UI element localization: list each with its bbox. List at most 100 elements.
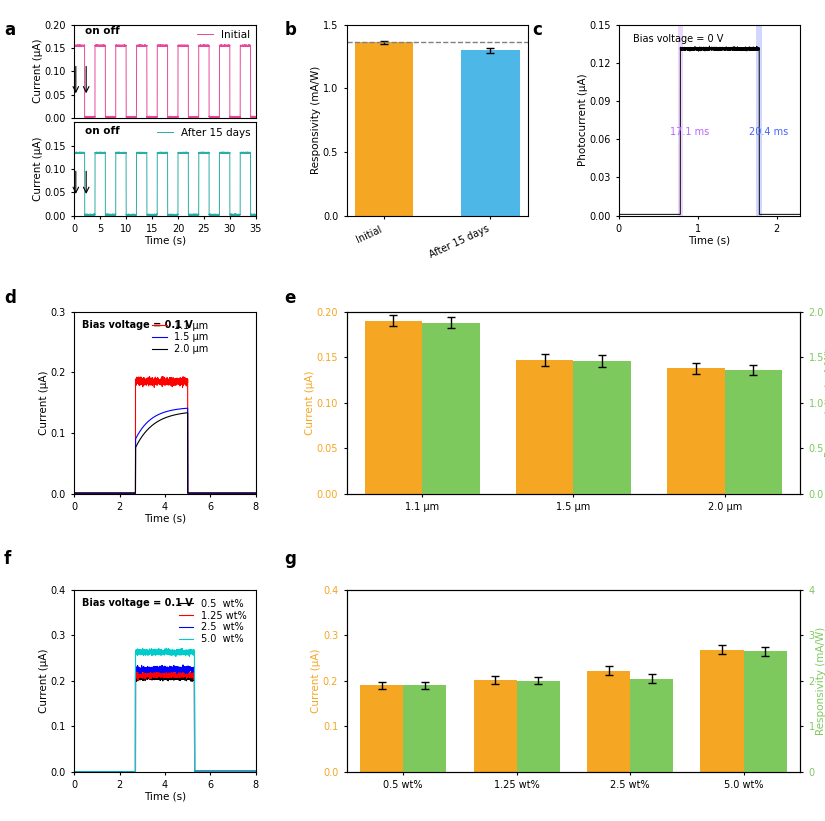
Bar <box>587 671 630 772</box>
5.0  wt% <box>201 766 211 776</box>
Line: 1.5 μm: 1.5 μm <box>74 408 256 493</box>
5.0  wt% <box>69 767 79 777</box>
1.5 μm <box>236 488 246 498</box>
Text: c: c <box>532 21 542 39</box>
Bar <box>361 686 403 772</box>
1.25 wt% <box>155 671 165 681</box>
Bar <box>677 25 683 216</box>
Bar <box>365 321 422 493</box>
Bar <box>422 323 479 493</box>
Text: 17.1 ms: 17.1 ms <box>670 127 709 137</box>
1.1 μm <box>147 378 157 388</box>
2.5  wt% <box>251 766 261 776</box>
Text: on off: on off <box>85 26 120 36</box>
2.0 μm <box>201 488 211 498</box>
Line: 2.5  wt%: 2.5 wt% <box>74 665 256 772</box>
1.25 wt% <box>201 766 211 776</box>
Text: f: f <box>4 550 12 568</box>
5.0  wt% <box>245 766 255 776</box>
Line: 0.5  wt%: 0.5 wt% <box>74 673 256 772</box>
Bar <box>667 368 724 493</box>
Text: e: e <box>285 289 296 307</box>
Line: 5.0  wt%: 5.0 wt% <box>74 648 256 772</box>
Text: b: b <box>285 21 296 39</box>
2.0 μm <box>155 415 165 425</box>
Y-axis label: Current (μA): Current (μA) <box>33 39 43 103</box>
1.1 μm <box>156 376 166 386</box>
1.25 wt% <box>245 766 255 776</box>
1.25 wt% <box>145 669 155 679</box>
0.5  wt% <box>165 668 175 678</box>
X-axis label: Time (s): Time (s) <box>144 791 186 801</box>
1.5 μm <box>182 403 192 413</box>
Text: d: d <box>4 289 16 307</box>
1.1 μm <box>245 488 255 498</box>
Text: Bias voltage = 0 V: Bias voltage = 0 V <box>634 34 724 44</box>
1.5 μm <box>147 414 157 424</box>
Text: a: a <box>4 21 15 39</box>
1.5 μm <box>69 488 79 498</box>
2.0 μm <box>245 488 255 498</box>
1.1 μm <box>236 488 246 498</box>
2.0 μm <box>182 408 192 418</box>
2.5  wt% <box>145 666 155 676</box>
Bar <box>743 651 786 772</box>
Bar <box>573 361 631 493</box>
0.5  wt% <box>251 766 261 776</box>
0.5  wt% <box>155 673 165 683</box>
5.0  wt% <box>145 647 155 657</box>
Y-axis label: Current (μA): Current (μA) <box>39 370 50 435</box>
Bar <box>474 680 516 772</box>
Line: 1.1 μm: 1.1 μm <box>74 377 256 493</box>
1.25 wt% <box>166 664 176 674</box>
Y-axis label: Photocurrent (μA): Photocurrent (μA) <box>578 74 587 167</box>
Text: g: g <box>285 550 296 568</box>
2.5  wt% <box>155 666 165 676</box>
0.5  wt% <box>69 767 79 777</box>
2.5  wt% <box>147 665 157 675</box>
1.25 wt% <box>251 766 261 776</box>
2.5  wt% <box>236 766 246 776</box>
1.5 μm <box>201 488 211 498</box>
5.0  wt% <box>162 643 172 653</box>
1.5 μm <box>245 488 255 498</box>
0.5  wt% <box>245 766 255 776</box>
2.5  wt% <box>69 767 79 777</box>
2.0 μm <box>145 422 155 432</box>
0.5  wt% <box>147 672 157 681</box>
Bar <box>403 686 446 772</box>
Line: 2.0 μm: 2.0 μm <box>74 413 256 493</box>
5.0  wt% <box>147 649 157 659</box>
Y-axis label: Current (μA): Current (μA) <box>311 649 322 713</box>
Y-axis label: Current (μA): Current (μA) <box>39 649 50 713</box>
1.1 μm <box>251 488 261 498</box>
Bar <box>516 681 560 772</box>
1.25 wt% <box>236 766 246 776</box>
1.5 μm <box>145 415 155 424</box>
X-axis label: Time (s): Time (s) <box>144 236 186 245</box>
1.1 μm <box>201 488 211 498</box>
Bar <box>516 360 573 493</box>
Text: Bias voltage = 0.1 V: Bias voltage = 0.1 V <box>82 320 192 330</box>
0.5  wt% <box>201 766 211 776</box>
Legend: Initial: Initial <box>197 30 251 40</box>
X-axis label: Time (s): Time (s) <box>144 513 186 524</box>
1.1 μm <box>145 378 155 388</box>
1.25 wt% <box>147 668 157 678</box>
5.0  wt% <box>236 766 246 776</box>
Bar <box>757 25 762 216</box>
Bar <box>724 370 782 493</box>
1.5 μm <box>251 488 261 498</box>
5.0  wt% <box>251 766 261 776</box>
2.0 μm <box>147 420 157 430</box>
2.5  wt% <box>245 766 255 776</box>
5.0  wt% <box>155 648 165 658</box>
Y-axis label: Current (μA): Current (μA) <box>33 137 43 201</box>
Legend: 0.5  wt%, 1.25 wt%, 2.5  wt%, 5.0  wt%: 0.5 wt%, 1.25 wt%, 2.5 wt%, 5.0 wt% <box>175 594 251 649</box>
0.5  wt% <box>236 766 246 776</box>
2.5  wt% <box>178 660 188 670</box>
1.1 μm <box>69 488 79 498</box>
Text: Bias voltage = 0.1 V: Bias voltage = 0.1 V <box>82 599 192 608</box>
Bar <box>700 650 743 772</box>
0.5  wt% <box>145 673 155 683</box>
